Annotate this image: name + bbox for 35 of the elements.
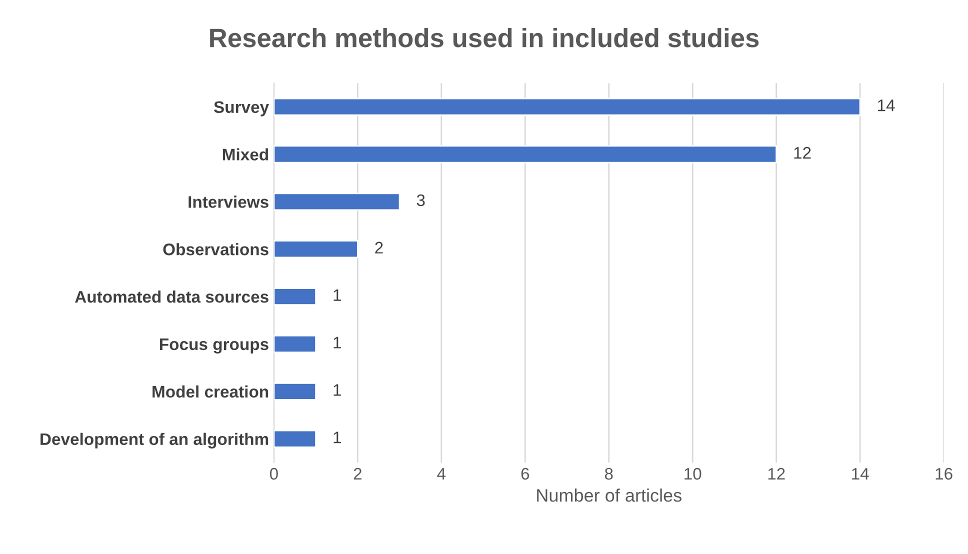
chart-title: Research methods used in included studies <box>210 28 759 48</box>
x-tick-label: 10 <box>684 468 702 480</box>
y-tick-label: Observations <box>163 243 268 256</box>
data-label: 1 <box>334 336 341 348</box>
x-tick-label: 0 <box>270 468 278 480</box>
x-tick-label: 6 <box>521 468 530 480</box>
data-label: 1 <box>334 432 341 444</box>
bar <box>274 192 400 211</box>
x-tick-label: 2 <box>354 468 362 480</box>
y-tick-label: Interviews <box>188 196 268 208</box>
data-label: 12 <box>794 146 811 159</box>
bar <box>274 240 358 258</box>
y-tick-label: Survey <box>214 101 269 116</box>
x-tick-label: 8 <box>604 468 613 480</box>
x-tick-label: 4 <box>437 468 446 480</box>
y-tick-label: Focus groups <box>160 338 268 354</box>
data-label: 1 <box>334 384 341 396</box>
data-label: 3 <box>416 194 425 206</box>
y-tick-label: Automated data sources <box>75 290 268 303</box>
bar <box>274 335 317 353</box>
bar <box>274 145 778 164</box>
data-label: 1 <box>334 289 341 301</box>
data-label: 2 <box>375 242 383 254</box>
x-tick-label: 16 <box>936 468 952 480</box>
bar <box>274 382 317 400</box>
x-tick-label: 12 <box>768 468 785 480</box>
y-tick-label: Mixed <box>222 148 268 160</box>
bar <box>274 288 317 306</box>
data-label: 14 <box>878 100 895 112</box>
bar <box>274 430 317 448</box>
bar <box>274 98 861 116</box>
y-tick-label: Model creation <box>152 385 268 398</box>
x-tick-label: 14 <box>852 468 869 480</box>
y-tick-label: Development of an algorithm <box>40 432 268 448</box>
x-axis-title: Number of articles <box>537 488 682 502</box>
